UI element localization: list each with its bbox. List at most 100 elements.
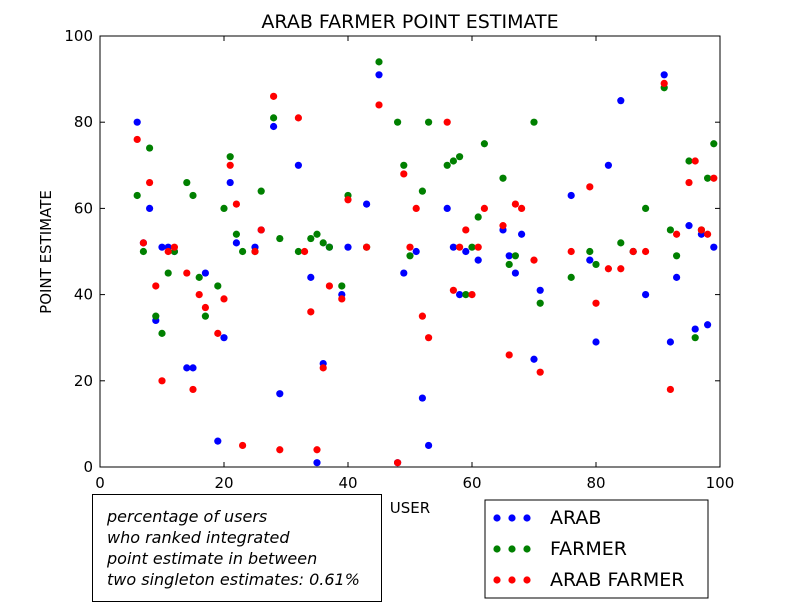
data-point: [214, 329, 222, 337]
legend-marker: [508, 545, 516, 553]
data-point: [344, 243, 352, 251]
legend-label: ARAB: [550, 507, 601, 529]
data-point: [226, 178, 234, 187]
y-axis-label: POINT ESTIMATE: [37, 190, 55, 314]
data-point: [257, 226, 265, 234]
annotation-line: two singleton estimates: 0.61%: [107, 570, 360, 589]
data-point: [307, 273, 315, 281]
data-point: [456, 153, 464, 161]
data-point: [189, 385, 197, 394]
chart-title: ARAB FARMER POINT ESTIMATE: [261, 11, 558, 33]
data-point: [146, 178, 154, 187]
data-point: [152, 282, 160, 290]
data-point: [511, 200, 519, 208]
x-tick-label: 100: [706, 474, 735, 492]
data-point: [449, 157, 457, 165]
data-point: [567, 191, 575, 200]
data-point: [710, 174, 718, 182]
data-point: [592, 260, 600, 269]
data-point: [313, 446, 321, 454]
legend-box: [484, 499, 709, 599]
data-point: [394, 118, 402, 126]
data-point: [536, 299, 544, 307]
data-point: [146, 204, 154, 212]
data-point: [139, 247, 147, 256]
legend-marker: [493, 514, 501, 522]
data-point: [232, 239, 240, 247]
data-point: [226, 161, 234, 169]
data-point: [412, 204, 420, 212]
data-point: [530, 256, 538, 264]
data-point: [232, 200, 240, 208]
data-point: [294, 247, 302, 256]
data-point: [158, 329, 166, 337]
data-point: [338, 295, 346, 303]
data-point: [666, 385, 675, 394]
data-point: [443, 118, 451, 126]
data-point: [691, 334, 699, 342]
x-tick-label: 60: [462, 474, 481, 492]
data-point: [418, 312, 426, 320]
legend-entry: FARMER: [493, 538, 627, 560]
data-point: [412, 247, 420, 256]
y-tick-label: 40: [74, 286, 93, 304]
data-point: [586, 247, 594, 256]
data-point: [270, 122, 278, 131]
data-point: [400, 170, 408, 178]
data-point: [418, 394, 426, 402]
data-point: [592, 338, 600, 346]
data-point: [133, 118, 141, 126]
data-point: [499, 222, 507, 230]
annotation-line: percentage of users: [107, 507, 268, 526]
plot-area: [99, 35, 721, 468]
data-point: [511, 252, 519, 260]
data-point: [685, 222, 693, 230]
series-arab: [133, 71, 718, 467]
data-point: [673, 230, 681, 238]
data-point: [468, 243, 476, 251]
data-point: [604, 265, 613, 273]
data-point: [183, 178, 191, 187]
data-point: [691, 325, 699, 333]
data-point: [158, 377, 166, 385]
data-point: [425, 118, 433, 126]
data-point: [474, 256, 482, 264]
data-point: [226, 153, 234, 161]
data-point: [201, 312, 209, 320]
data-point: [189, 364, 197, 372]
data-point: [536, 368, 544, 376]
data-point: [220, 334, 228, 342]
data-point: [214, 282, 222, 290]
x-tick-label: 20: [214, 474, 233, 492]
data-point: [363, 200, 371, 208]
data-point: [660, 79, 668, 88]
data-point: [294, 161, 302, 169]
data-point: [536, 286, 544, 294]
data-point: [251, 247, 259, 256]
data-point: [270, 114, 278, 122]
data-point: [307, 308, 315, 316]
data-point: [183, 364, 191, 372]
data-point: [666, 226, 675, 234]
data-point: [704, 321, 712, 329]
data-point: [220, 204, 228, 212]
data-point: [152, 312, 160, 320]
data-point: [685, 178, 693, 187]
data-point: [239, 441, 247, 450]
data-point: [462, 247, 470, 256]
data-point: [443, 161, 451, 169]
data-point: [710, 140, 718, 148]
data-point: [195, 273, 203, 281]
legend-marker: [493, 545, 501, 553]
data-point: [462, 226, 470, 234]
y-tick-label: 80: [74, 113, 93, 131]
data-point: [257, 187, 265, 195]
data-point: [270, 92, 278, 100]
data-point: [201, 269, 209, 277]
data-point: [301, 247, 309, 256]
data-point: [505, 260, 513, 269]
legend-label: FARMER: [550, 538, 627, 560]
data-point: [617, 97, 625, 105]
data-point: [685, 157, 693, 165]
